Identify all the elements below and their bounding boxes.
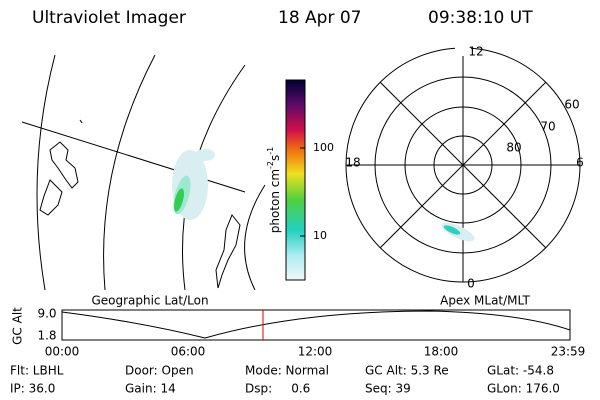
mlt-line [379, 81, 547, 249]
altitude-curve [61, 310, 571, 339]
status-field: GLon: 176.0 [487, 382, 560, 396]
status-field: Flt: LBHL [10, 364, 64, 378]
date: 18 Apr 07 [278, 8, 361, 28]
coastline [79, 119, 83, 124]
status-field: Dsp: 0.6 [245, 382, 310, 396]
coastline [49, 141, 79, 189]
coastline [39, 179, 63, 216]
hour-label: 0 [467, 277, 475, 291]
meridian [244, 184, 266, 291]
footer: Flt: LBHL Door: Open Mode: Normal GC Alt: 5… [10, 364, 560, 396]
x-tick-label: 23:59 [551, 345, 586, 359]
y-tick-label: 1.8 [37, 329, 56, 343]
aurora [174, 188, 184, 212]
x-tick-label: 00:00 [45, 345, 80, 359]
status-field: GLat: -54.8 [487, 364, 554, 378]
map-title: Geographic Lat/Lon [91, 294, 208, 308]
meridian [36, 54, 56, 291]
lat-label: 80 [506, 141, 521, 155]
status-field: Gain: 14 [125, 382, 176, 396]
geographic-map [21, 54, 266, 291]
x-tick-label: 06:00 [171, 345, 206, 359]
coastline [215, 214, 241, 289]
x-tick-label: 18:00 [424, 345, 459, 359]
y-tick-label: 9.0 [37, 307, 56, 321]
colorbar-label: photon cm-2s-1 [266, 147, 282, 234]
x-tick-label: 12:00 [298, 345, 333, 359]
label-sup: -2 [266, 161, 275, 169]
status-field: IP: 36.0 [10, 382, 55, 396]
label-part: photon cm [268, 169, 282, 233]
colorbar-tick-label: 10 [313, 229, 327, 242]
map-title: Apex MLat/MLT [440, 294, 530, 308]
hour-label: 6 [576, 156, 584, 170]
colorbar [285, 79, 306, 281]
status-field: Seq: 39 [365, 382, 411, 396]
label-part: s [268, 155, 282, 161]
hour-label: 12 [468, 45, 483, 59]
title: Ultraviolet Imager [32, 8, 186, 28]
status-field: Mode: Normal [245, 364, 329, 378]
y-label: GC Alt [11, 307, 25, 345]
status-field: Door: Open [125, 364, 194, 378]
status-field: GC Alt: 5.3 Re [365, 364, 449, 378]
time: 09:38:10 UT [428, 8, 533, 28]
aurora [195, 149, 215, 161]
label-sup: -1 [266, 147, 275, 155]
hour-label: 18 [345, 156, 360, 170]
aurora [443, 225, 461, 235]
altitude-frame [61, 309, 571, 341]
colorbar-tick-label: 100 [313, 141, 334, 154]
lat-label: 70 [540, 120, 555, 134]
label-bg [455, 44, 471, 56]
polar-plot: 12 18 6 0 60 70 80 [345, 44, 584, 291]
meridian [103, 54, 156, 291]
lat-label: 60 [564, 98, 579, 112]
